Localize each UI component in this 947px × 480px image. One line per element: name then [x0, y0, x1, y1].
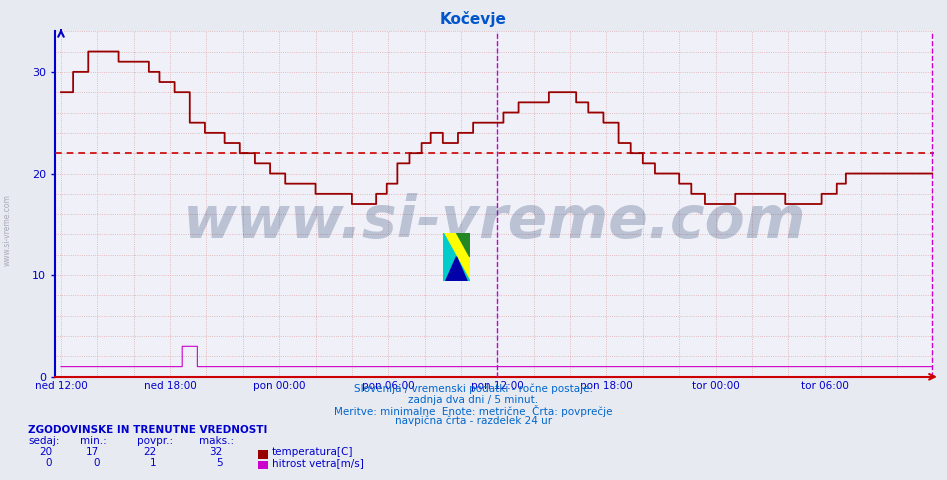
Text: ZGODOVINSKE IN TRENUTNE VREDNOSTI: ZGODOVINSKE IN TRENUTNE VREDNOSTI	[28, 425, 268, 435]
Text: hitrost vetra[m/s]: hitrost vetra[m/s]	[272, 457, 364, 468]
Text: temperatura[C]: temperatura[C]	[272, 447, 353, 457]
Polygon shape	[446, 257, 467, 281]
Polygon shape	[456, 233, 470, 257]
Text: 32: 32	[209, 447, 223, 457]
Text: min.:: min.:	[80, 436, 107, 446]
Text: maks.:: maks.:	[199, 436, 234, 446]
Text: Kočevje: Kočevje	[440, 11, 507, 26]
Text: 0: 0	[45, 457, 52, 468]
Text: sedaj:: sedaj:	[28, 436, 60, 446]
Text: www.si-vreme.com: www.si-vreme.com	[183, 193, 806, 250]
Text: povpr.:: povpr.:	[137, 436, 173, 446]
Polygon shape	[443, 233, 470, 281]
Polygon shape	[443, 233, 470, 281]
Text: navpična črta - razdelek 24 ur: navpična črta - razdelek 24 ur	[395, 416, 552, 426]
Text: 0: 0	[93, 457, 99, 468]
Text: 1: 1	[150, 457, 156, 468]
Text: 20: 20	[39, 447, 52, 457]
Text: zadnja dva dni / 5 minut.: zadnja dva dni / 5 minut.	[408, 395, 539, 405]
Text: 22: 22	[143, 447, 156, 457]
Text: Meritve: minimalne  Enote: metrične  Črta: povprečje: Meritve: minimalne Enote: metrične Črta:…	[334, 405, 613, 417]
Text: www.si-vreme.com: www.si-vreme.com	[3, 194, 12, 266]
Text: 17: 17	[86, 447, 99, 457]
Text: Slovenija / vremenski podatki - ročne postaje.: Slovenija / vremenski podatki - ročne po…	[354, 384, 593, 395]
Text: 5: 5	[216, 457, 223, 468]
